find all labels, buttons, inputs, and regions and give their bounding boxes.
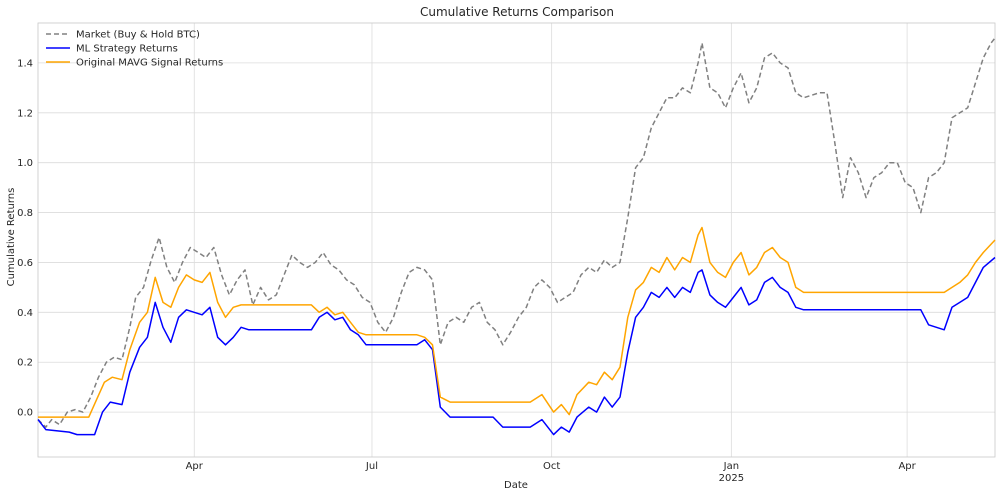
x-tick-label: Jul: [365, 461, 378, 472]
x-tick-label: Oct: [543, 461, 560, 472]
y-tick-label: 0.4: [17, 308, 33, 319]
y-tick-label: 1.2: [17, 108, 33, 119]
y-tick-label: 0.0: [17, 408, 33, 419]
y-tick-label: 0.8: [17, 208, 33, 219]
x-tick-sublabel: 2025: [719, 473, 744, 484]
y-axis-label: Cumulative Returns: [6, 188, 17, 287]
y-tick-label: 0.6: [17, 258, 33, 269]
x-tick-label: Apr: [898, 461, 916, 472]
y-tick-label: 1.0: [17, 158, 33, 169]
x-tick-label: Jan: [723, 461, 739, 472]
y-tick-label: 0.2: [17, 358, 33, 369]
grid-lines: [38, 23, 995, 457]
x-tick-label: Apr: [186, 461, 204, 472]
series-line-1: [37, 37, 996, 428]
y-tick-label: 1.4: [17, 58, 33, 69]
series-line-3: [38, 226, 996, 418]
legend: Market (Buy & Hold BTC) ML Strategy Retur…: [46, 30, 223, 69]
chart-title: Cumulative Returns Comparison: [420, 5, 614, 19]
y-tick-labels: 0.0 0.2 0.4 0.6 0.8 1.0 1.2 1.4: [17, 58, 33, 418]
series-lines: [37, 37, 996, 436]
series-line-2: [37, 256, 996, 436]
legend-label-1: Market (Buy & Hold BTC): [76, 30, 200, 41]
legend-label-2: ML Strategy Returns: [76, 44, 178, 55]
legend-label-3: Original MAVG Signal Returns: [76, 58, 223, 69]
x-axis-label: Date: [504, 480, 528, 491]
